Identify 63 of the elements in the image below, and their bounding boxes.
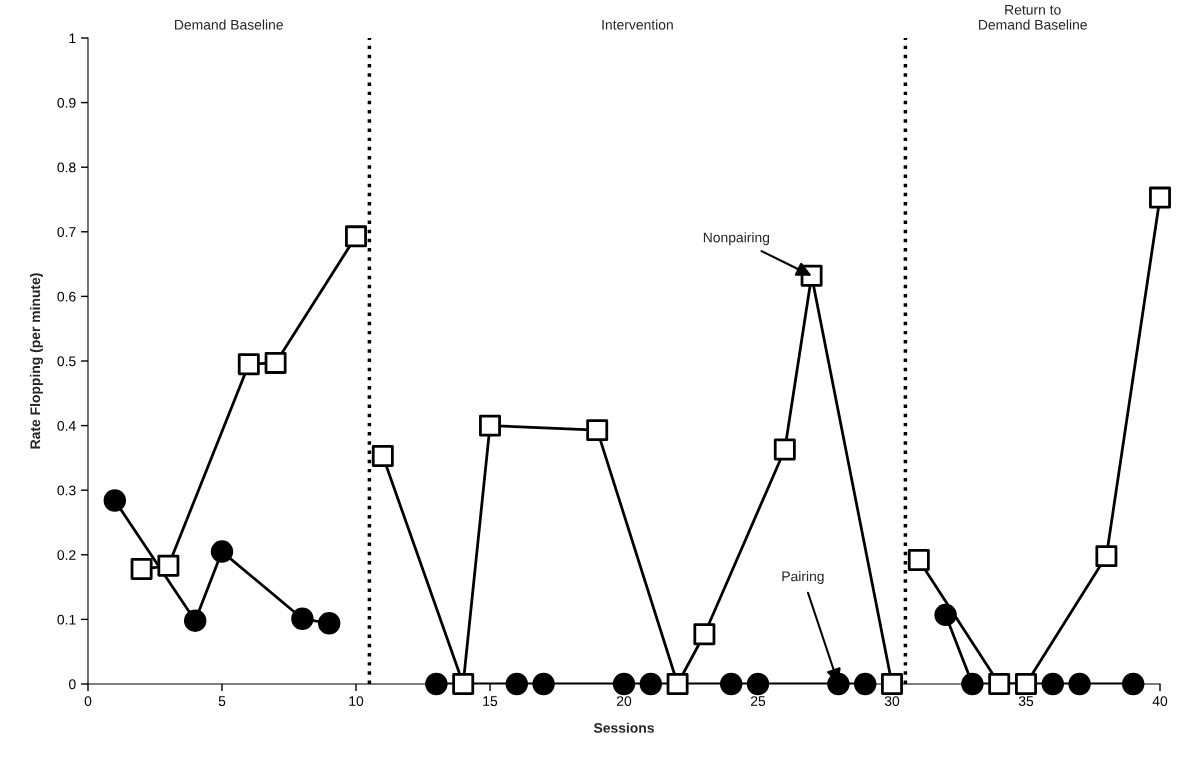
point xyxy=(425,672,448,696)
text: Demand Baseline xyxy=(175,19,283,30)
point xyxy=(264,351,287,374)
point xyxy=(1041,672,1065,696)
point xyxy=(505,672,529,696)
x-tick-label: 5 xyxy=(218,696,226,707)
point xyxy=(291,607,314,630)
y-tick-label: 0.5 xyxy=(57,356,76,367)
y-tick-label: 0.3 xyxy=(57,485,76,496)
y-tick-label: 0 xyxy=(69,679,76,690)
point xyxy=(371,445,394,467)
point xyxy=(479,414,501,437)
point xyxy=(719,672,743,696)
point xyxy=(612,672,636,696)
point xyxy=(853,672,877,696)
y-tick-label: 0.9 xyxy=(57,97,76,108)
x-tick-label: 10 xyxy=(349,696,364,707)
point xyxy=(183,609,207,632)
point xyxy=(773,438,796,461)
point xyxy=(317,612,341,635)
annotation: Pairing xyxy=(782,571,824,584)
x-tick-label: 25 xyxy=(750,696,766,707)
y-tick-label: 0.6 xyxy=(57,291,76,302)
point xyxy=(693,623,716,646)
y-tick-label: 0.7 xyxy=(57,227,76,237)
point xyxy=(934,603,957,627)
point xyxy=(130,558,153,580)
y-axis-title: Rate Flopping (per minute) xyxy=(29,273,43,449)
point xyxy=(532,672,555,696)
x-tick-label: 40 xyxy=(1152,696,1168,707)
point xyxy=(452,673,475,695)
text: Intervention xyxy=(602,19,673,30)
y-tick-label: 0.2 xyxy=(57,550,76,560)
x-tick-label: 20 xyxy=(616,696,632,707)
point xyxy=(1095,545,1118,568)
point xyxy=(988,673,1011,695)
text: Return to Demand Baseline xyxy=(979,5,1087,30)
x-tick-label: 15 xyxy=(483,696,498,707)
y-tick-label: 0.8 xyxy=(57,162,76,173)
point xyxy=(1068,672,1091,696)
point xyxy=(157,554,180,577)
x-axis-title: Sessions xyxy=(593,722,654,733)
point xyxy=(103,489,127,512)
point xyxy=(666,673,689,695)
point xyxy=(1121,672,1145,696)
point xyxy=(881,673,903,695)
point xyxy=(1015,673,1037,695)
point xyxy=(746,672,770,696)
point xyxy=(907,549,930,571)
point xyxy=(237,353,260,376)
y-tick-label: 0.4 xyxy=(57,420,76,431)
annotation: Nonpairing xyxy=(703,232,770,246)
x-tick-label: 0 xyxy=(84,696,92,707)
point xyxy=(586,419,609,442)
y-tick-label: 1 xyxy=(69,33,76,44)
point xyxy=(345,225,367,248)
point xyxy=(210,540,234,563)
point xyxy=(1149,186,1171,209)
y-tick-label: 0.1 xyxy=(57,614,76,625)
x-tick-label: 35 xyxy=(1018,696,1034,707)
point xyxy=(961,672,984,696)
x-tick-label: 30 xyxy=(884,696,900,707)
point xyxy=(639,672,663,696)
